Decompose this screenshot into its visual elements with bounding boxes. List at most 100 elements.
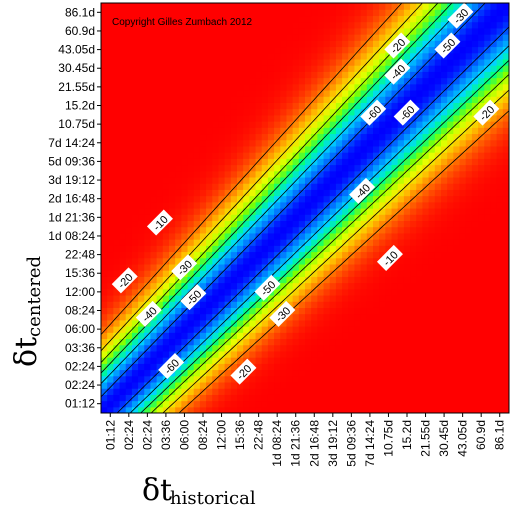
heatmap-cell <box>280 201 288 209</box>
heatmap-cell <box>471 189 479 197</box>
heatmap-cell <box>274 83 281 91</box>
heatmap-cell <box>101 71 108 79</box>
heatmap-cell <box>267 338 275 346</box>
heatmap-cell <box>366 394 374 402</box>
heatmap-cell <box>162 288 170 296</box>
heatmap-cell <box>237 189 244 197</box>
heatmap-cell <box>335 239 343 246</box>
heatmap-cell <box>305 338 312 346</box>
heatmap-cell <box>131 245 139 253</box>
heatmap-cell <box>169 145 176 153</box>
heatmap-cell <box>298 388 306 395</box>
heatmap-cell <box>422 263 430 271</box>
heatmap-cell <box>496 288 504 296</box>
heatmap-cell <box>113 158 121 166</box>
heatmap-cell <box>162 239 170 246</box>
heatmap-cell <box>101 270 108 277</box>
heatmap-cell <box>125 21 133 29</box>
heatmap-cell <box>410 313 417 321</box>
heatmap-cell <box>422 288 430 296</box>
heatmap-cell <box>484 319 492 327</box>
heatmap-cell <box>366 313 374 321</box>
heatmap-cell <box>354 319 362 327</box>
heatmap-cell <box>434 145 442 153</box>
heatmap-cell <box>434 121 442 128</box>
heatmap-cell <box>113 65 121 72</box>
heatmap-cell <box>243 201 250 209</box>
heatmap-cell <box>261 319 269 327</box>
heatmap-cell <box>144 176 152 184</box>
heatmap-cell <box>298 214 306 222</box>
heatmap-cell <box>348 89 356 97</box>
heatmap-cell <box>484 251 492 259</box>
heatmap-cell <box>471 350 479 358</box>
heatmap-cell <box>459 214 467 222</box>
heatmap-cell <box>144 3 152 10</box>
heatmap-cell <box>274 226 281 234</box>
heatmap-cell <box>224 183 232 190</box>
heatmap-cell <box>360 251 368 259</box>
heatmap-cell <box>144 195 152 203</box>
heatmap-cell <box>354 326 362 333</box>
heatmap-cell <box>428 276 436 284</box>
heatmap-cell <box>453 52 461 60</box>
heatmap-cell <box>280 257 288 265</box>
heatmap-cell <box>478 251 485 259</box>
heatmap-cell <box>125 40 133 48</box>
heatmap-cell <box>441 239 448 246</box>
heatmap-cell <box>119 176 127 184</box>
heatmap-cell <box>243 58 250 66</box>
heatmap-cell <box>305 332 312 340</box>
heatmap-cell <box>502 313 509 321</box>
heatmap-cell <box>441 139 448 147</box>
heatmap-cell <box>286 195 294 203</box>
heatmap-cell <box>162 96 170 103</box>
heatmap-cell <box>428 71 436 79</box>
heatmap-cell <box>373 77 380 85</box>
heatmap-cell <box>502 46 509 54</box>
heatmap-cell <box>298 270 306 277</box>
heatmap-cell <box>224 71 232 79</box>
heatmap-cell <box>311 350 318 358</box>
heatmap-cell <box>447 251 454 259</box>
heatmap-cell <box>113 170 121 178</box>
heatmap-cell <box>416 363 424 371</box>
heatmap-cell <box>255 21 263 29</box>
heatmap-cell <box>471 145 479 153</box>
heatmap-cell <box>403 270 411 277</box>
heatmap-cell <box>230 3 238 10</box>
heatmap-cell <box>162 21 170 29</box>
heatmap-cell <box>181 369 189 377</box>
heatmap-cell <box>403 319 411 327</box>
heatmap-cell <box>366 375 374 383</box>
heatmap-cell <box>447 307 454 315</box>
heatmap-cell <box>342 3 349 10</box>
heatmap-cell <box>490 127 498 135</box>
heatmap-cell <box>255 301 263 308</box>
heatmap-cell <box>181 77 189 85</box>
heatmap-cell <box>224 58 232 66</box>
heatmap-cell <box>162 338 170 346</box>
heatmap-cell <box>107 257 114 265</box>
heatmap-cell <box>230 263 238 271</box>
heatmap-cell <box>113 83 121 91</box>
heatmap-cell <box>490 158 498 166</box>
heatmap-cell <box>434 189 442 197</box>
heatmap-cell <box>416 294 424 302</box>
heatmap-cell <box>403 152 411 159</box>
heatmap-cell <box>261 332 269 340</box>
heatmap-cell <box>465 15 473 23</box>
heatmap-cell <box>422 357 430 364</box>
heatmap-cell <box>280 381 288 389</box>
heatmap-cell <box>125 65 133 72</box>
heatmap-cell <box>441 145 448 153</box>
heatmap-cell <box>274 350 281 358</box>
heatmap-cell <box>478 270 485 277</box>
heatmap-cell <box>218 388 226 395</box>
heatmap-cell <box>169 232 176 240</box>
heatmap-cell <box>261 170 269 178</box>
heatmap-cell <box>175 332 182 340</box>
heatmap-cell <box>428 195 436 203</box>
heatmap-cell <box>212 15 220 23</box>
heatmap-cell <box>348 3 356 10</box>
